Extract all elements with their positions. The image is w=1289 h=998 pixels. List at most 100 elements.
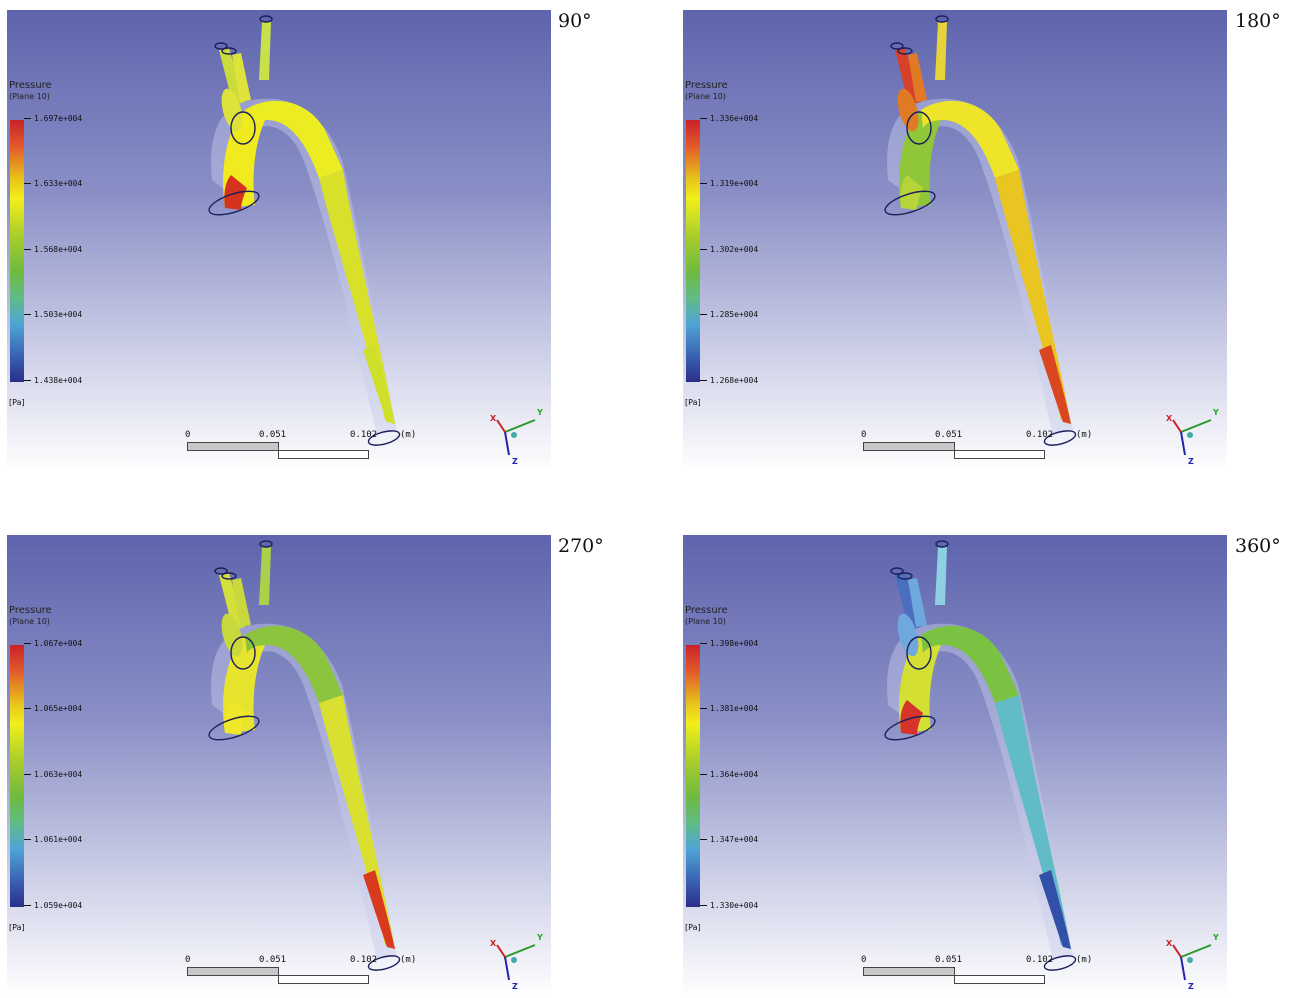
axis-label-z: Z (512, 982, 518, 991)
branch-vessel (232, 578, 251, 627)
scale-label: 0 (185, 430, 191, 440)
plot-panel-270: Pressure (Plane 10) 1.067e+004 1.065e+00… (7, 535, 551, 997)
color-bar (686, 120, 700, 382)
legend-tick: 1.633e+004 (24, 179, 82, 188)
branch-vessel (935, 22, 947, 80)
branch-outline (890, 42, 904, 50)
inlet-outline (884, 190, 936, 216)
branch-vessel (259, 547, 271, 605)
y-axis-arrow (1180, 419, 1212, 433)
legend-subtitle: (Plane 10) (9, 92, 50, 101)
branch-vessel (221, 613, 243, 657)
inlet-outline (208, 190, 260, 216)
scale-bar (187, 967, 369, 984)
axis-label-z: Z (512, 457, 518, 466)
scale-label: 0 (861, 955, 867, 965)
color-bar (686, 645, 700, 907)
branch-outline (214, 42, 228, 50)
axis-label-x: X (490, 939, 497, 948)
legend-subtitle: (Plane 10) (9, 617, 50, 626)
branch-outline (906, 636, 932, 670)
outlet-outline (367, 955, 401, 971)
phase-angle-label: 90° (558, 10, 592, 32)
branch-vessel (908, 53, 927, 102)
scale-label: 0.102 (350, 430, 378, 440)
branch-outline (259, 15, 273, 23)
outlet-region (363, 870, 395, 949)
legend-tick: 1.503e+004 (24, 310, 82, 319)
scale-label: 0 (861, 430, 867, 440)
aortic-arch (245, 100, 343, 178)
color-bar (10, 120, 24, 382)
branch-vessel (935, 547, 947, 605)
outlet-outline (1043, 430, 1077, 446)
legend-title: Pressure (9, 605, 52, 616)
legend-title: Pressure (685, 80, 728, 91)
scale-unit: (m) (400, 955, 417, 965)
y-axis-arrow (504, 419, 536, 433)
inlet-outline (884, 715, 936, 741)
branch-vessel (232, 53, 251, 102)
branch-vessel (259, 22, 271, 80)
outlet-outline (1043, 955, 1077, 971)
branch-outline (935, 540, 949, 548)
y-axis-arrow (504, 944, 536, 958)
scale-unit: (m) (400, 430, 417, 440)
scale-bar (863, 967, 1045, 984)
scale-label: 0 (185, 955, 191, 965)
scale-bar (863, 442, 1045, 459)
axis-label-x: X (490, 414, 497, 423)
branch-vessel (908, 578, 927, 627)
legend-tick: 1.059e+004 (24, 901, 82, 910)
triad-origin (511, 432, 517, 438)
z-axis-arrow (504, 956, 510, 981)
x-axis-arrow (1172, 944, 1182, 958)
plot-panel-90: Pressure (Plane 10) 1.697e+004 1.633e+00… (7, 10, 551, 472)
aorta-render (884, 540, 1212, 981)
aortic-arch (921, 625, 1019, 703)
legend-tick: 1.438e+004 (24, 376, 82, 385)
branch-outline (214, 567, 228, 575)
scale-label: 0.102 (1026, 955, 1054, 965)
y-axis-arrow (1180, 944, 1212, 958)
branch-outline (897, 47, 913, 55)
scale-label: 0.051 (259, 430, 287, 440)
scale-label: 0.102 (350, 955, 378, 965)
branch-outline (259, 540, 273, 548)
inlet-outline (208, 715, 260, 741)
scale-label: 0.102 (1026, 430, 1054, 440)
legend-tick: 1.364e+004 (700, 770, 758, 779)
scale-label: 0.051 (259, 955, 287, 965)
x-axis-arrow (496, 419, 506, 433)
x-axis-arrow (1172, 419, 1182, 433)
branch-vessel (897, 613, 919, 657)
z-axis-arrow (1180, 431, 1186, 456)
legend-tick: 1.336e+004 (700, 114, 758, 123)
branch-vessel (897, 88, 919, 132)
legend-tick: 1.061e+004 (24, 835, 82, 844)
axis-label-y: Y (1213, 408, 1219, 417)
legend-subtitle: (Plane 10) (685, 92, 726, 101)
legend-unit: [Pa] (685, 398, 701, 407)
branch-vessel (221, 88, 243, 132)
scale-label: 0.051 (935, 955, 963, 965)
legend-tick: 1.330e+004 (700, 901, 758, 910)
axis-label-z: Z (1188, 982, 1194, 991)
branch-outline (230, 111, 256, 145)
legend-unit: [Pa] (685, 923, 701, 932)
triad-origin (1187, 957, 1193, 963)
legend-title: Pressure (9, 80, 52, 91)
legend-tick: 1.381e+004 (700, 704, 758, 713)
plot-panel-180: Pressure (Plane 10) 1.336e+004 1.319e+00… (683, 10, 1227, 472)
branch-outline (897, 572, 913, 580)
phase-angle-label: 360° (1235, 535, 1281, 557)
outlet-region (363, 345, 395, 424)
outlet-outline (367, 430, 401, 446)
aorta-render (208, 15, 536, 456)
scale-unit: (m) (1076, 430, 1093, 440)
legend-tick: 1.268e+004 (700, 376, 758, 385)
branch-outline (890, 567, 904, 575)
branch-outline (230, 636, 256, 670)
legend-tick: 1.697e+004 (24, 114, 82, 123)
z-axis-arrow (1180, 956, 1186, 981)
